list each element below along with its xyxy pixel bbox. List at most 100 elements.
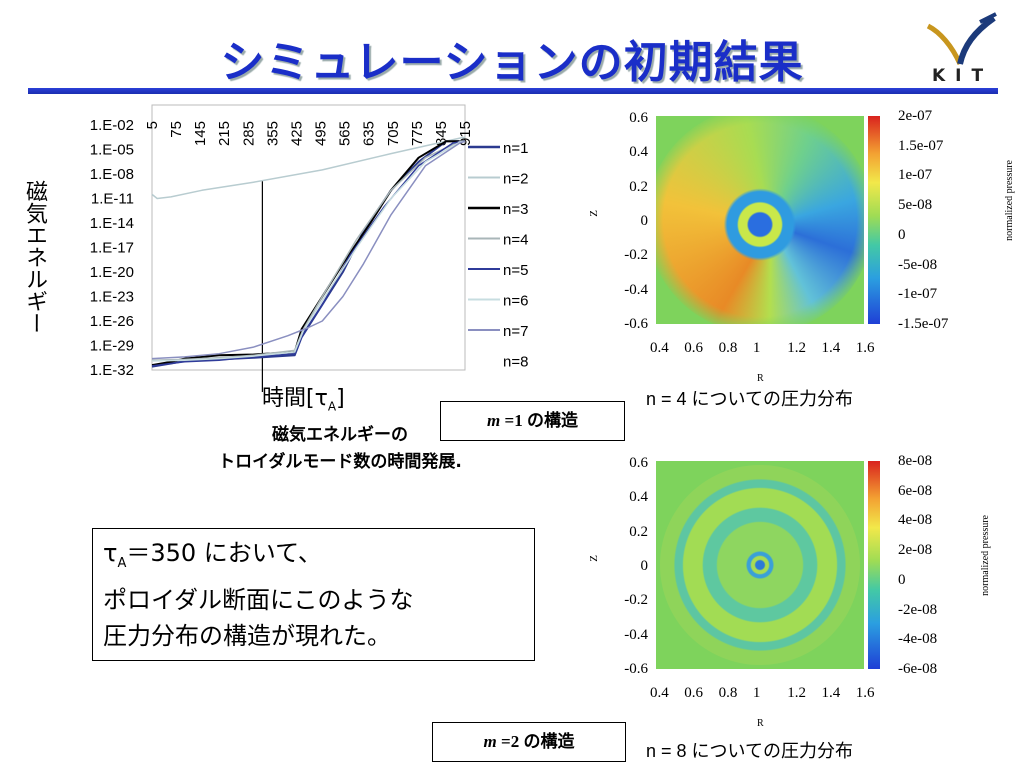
r-tick-label: 1.4: [821, 340, 841, 356]
pressure-map-n4: Z 0.6 0.4 0.2 0 -0.2 -0.4 -0.6 0.4 0.6 0.8 1 1.2 1.…: [580, 100, 1024, 420]
x-tick-label: 75: [168, 121, 185, 138]
x-tick-label: 145: [192, 121, 209, 146]
y-tick-label: 1.E-32: [90, 362, 134, 379]
map2-r-ticks: 0.4 0.6 0.8 1 1.2 1.4 1.6: [650, 685, 880, 705]
colorbar-tick-label: 2e-08: [898, 542, 933, 559]
x-tick-label: 425: [288, 121, 305, 146]
r-tick-label: 0.6: [684, 340, 704, 356]
legend-label: n=7: [503, 323, 528, 340]
pressure-field-n8: [656, 461, 864, 669]
legend-label: n=1: [503, 140, 528, 157]
y-tick-label: 1.E-02: [90, 117, 134, 134]
z-tick-label: 0.2: [629, 523, 648, 540]
colorbar-tick-label: 8e-08: [898, 453, 933, 469]
z-tick-label: -0.2: [624, 247, 648, 264]
colorbar-tick-label: -4e-08: [898, 631, 938, 648]
colorbar-tick-label: -6e-08: [898, 660, 938, 677]
map1-zlabel: Z: [588, 210, 600, 217]
chart-caption-line1: 磁気エネルギーの: [272, 425, 408, 445]
z-tick-label: -0.4: [624, 281, 648, 298]
z-tick-label: -0.2: [624, 592, 648, 609]
colorbar-tick-label: -2e-08: [898, 601, 938, 618]
colorbar-tick-label: 0: [898, 226, 906, 243]
page-title: シミュレーションの初期結果: [220, 37, 804, 88]
z-tick-label: -0.6: [624, 315, 648, 332]
r-tick-label: 1.4: [821, 685, 841, 701]
r-tick-label: 0.6: [684, 685, 704, 701]
legend-label: n=2: [503, 171, 528, 188]
x-tick-label: 845: [433, 121, 450, 146]
m1-structure-label: m =1 の構造: [440, 401, 625, 441]
y-tick-label: 1.E-14: [90, 215, 134, 232]
legend-label: n=5: [503, 262, 528, 279]
colorbar-tick-label: 4e-08: [898, 512, 933, 529]
r-tick-label: 1.2: [787, 340, 806, 356]
z-tick-label: -0.6: [624, 660, 648, 677]
r-tick-label: 1.6: [855, 340, 875, 356]
r-tick-label: 0.4: [650, 685, 669, 701]
x-tick-label: 355: [264, 121, 281, 146]
series-line-n=7: [151, 140, 466, 360]
x-tick-label: 215: [216, 121, 233, 146]
y-tick-label: 1.E-20: [90, 264, 134, 281]
r-tick-label: 0.8: [718, 685, 738, 701]
title-divider: [28, 88, 998, 94]
chart-ylabel: 磁気エネルギー: [22, 180, 47, 334]
map1-caption: n = 4 についての圧力分布: [646, 389, 853, 409]
chart-caption: 磁気エネルギーの トロイダルモード数の時間発展.: [160, 422, 520, 476]
kit-logo: [926, 12, 997, 66]
m2-structure-label: m =2 の構造: [432, 722, 626, 762]
legend-label: n=3: [503, 201, 528, 218]
z-tick-label: 0.2: [629, 178, 648, 195]
y-tick-label: 1.E-29: [90, 338, 134, 355]
z-tick-label: 0: [640, 557, 649, 574]
legend-label: n=6: [503, 293, 528, 310]
colorbar-tick-label: -5e-08: [898, 256, 938, 273]
map2-caption: n = 8 についての圧力分布: [646, 741, 853, 761]
legend-label: n=4: [503, 232, 528, 249]
map1-cblabel: normalized pressure: [1004, 160, 1015, 241]
map2-z-ticks: 0.6 0.4 0.2 0 -0.2 -0.4 -0.6: [608, 455, 648, 685]
series-line-n=4: [151, 140, 465, 361]
series-line-n=6: [151, 140, 466, 362]
chart-xlabel: 時間[τA]: [262, 386, 345, 414]
z-tick-label: 0: [640, 212, 649, 229]
y-tick-label: 1.E-17: [90, 240, 134, 257]
x-tick-label: 775: [409, 121, 426, 146]
x-tick-label: 565: [337, 121, 354, 146]
y-tick-label: 1.E-23: [90, 289, 134, 306]
y-tick-label: 1.E-11: [91, 191, 134, 208]
series-line-n=2: [151, 136, 466, 200]
colorbar-tick-label: 1.5e-07: [898, 137, 944, 154]
x-tick-label: 285: [240, 121, 257, 146]
y-tick-label: 1.E-08: [90, 166, 134, 183]
x-tick-label: 495: [313, 121, 330, 146]
map2-colorbar: [868, 461, 880, 669]
colorbar-tick-label: 1e-07: [898, 167, 933, 184]
z-tick-label: 0.4: [629, 489, 648, 506]
z-tick-label: 0.6: [629, 455, 648, 471]
map1-r-ticks: 0.4 0.6 0.8 1 1.2 1.4 1.6: [650, 340, 880, 360]
legend-label: n=8: [503, 354, 528, 371]
logo-text: KIT: [932, 66, 994, 86]
r-tick-label: 1: [752, 340, 761, 356]
map2-rlabel: R: [757, 718, 764, 729]
z-tick-label: -0.4: [624, 626, 648, 643]
r-tick-label: 1.6: [855, 685, 875, 701]
map1-colorbar: [868, 116, 880, 324]
y-tick-label: 1.E-05: [90, 142, 134, 159]
chart-caption-line2: トロイダルモード数の時間発展.: [218, 452, 462, 472]
colorbar-tick-label: 5e-08: [898, 197, 933, 214]
x-tick-label: 635: [361, 121, 378, 146]
r-tick-label: 1.2: [787, 685, 806, 701]
r-tick-label: 0.8: [718, 340, 738, 356]
pressure-map-n8: Z 0.6 0.4 0.2 0 -0.2 -0.4 -0.6 0.4 0.6 0.8 1 1.2 1.…: [580, 445, 1024, 765]
z-tick-label: 0.6: [629, 110, 648, 126]
colorbar-tick-label: -1e-07: [898, 286, 938, 303]
x-tick-label: 5: [144, 121, 161, 129]
colorbar-tick-label: -1.5e-07: [898, 315, 949, 332]
colorbar-tick-label: 2e-07: [898, 108, 933, 124]
map1-rlabel: R: [757, 373, 764, 384]
pressure-field-n4: [656, 116, 864, 324]
map1-colorbar-ticks: 2e-07 1.5e-07 1e-07 5e-08 0 -5e-08 -1e-07 -1.5e…: [884, 108, 964, 338]
